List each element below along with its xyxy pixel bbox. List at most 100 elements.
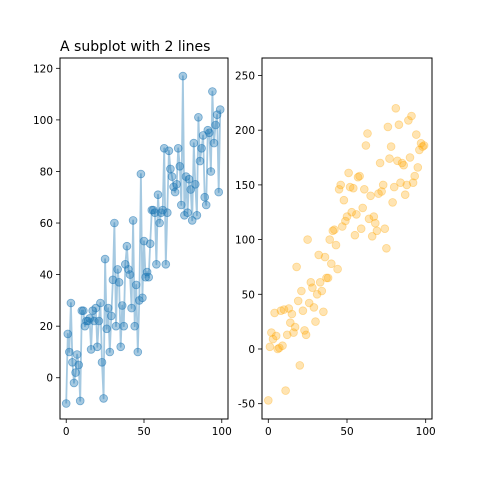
subplot-left-data-point [203, 125, 213, 135]
subplot-right-y-tick-label: 100 [235, 235, 255, 247]
subplot-left-y-tick-label: 0 [46, 373, 53, 385]
subplot-left-data-point [93, 342, 102, 352]
subplot-left-data-point [113, 265, 122, 274]
subplot-left-data-point [141, 272, 150, 282]
subplot-right-data-point [333, 264, 342, 274]
subplot-right-data-point [404, 116, 413, 125]
subplot-right-data-point [304, 298, 314, 308]
subplot-right-y-tick-label: 50 [242, 289, 255, 301]
subplot-left-data-point [183, 208, 192, 218]
subplot-right-data-point [339, 195, 349, 205]
subplot-right-data-point [292, 262, 301, 272]
subplot-left-axes: 0 50 100 0 20 40 60 80 100 120 [33, 63, 232, 438]
subplot-left-data-point [61, 399, 71, 408]
subplot-right-data-point [363, 129, 372, 138]
subplot-right-data-point [359, 185, 369, 194]
subplot-right-data-point [364, 214, 374, 224]
subplot-right-data-point [319, 307, 328, 317]
subplot-left-data-point [166, 164, 175, 174]
subplot-right-data-point [367, 232, 377, 241]
subplot-left-data-point [116, 342, 125, 352]
subplot-right-data-point [391, 104, 401, 113]
subplot-left-title: A subplot with 2 lines [60, 39, 210, 55]
subplot-left-data-point [158, 205, 168, 215]
subplot-left-data-point [159, 144, 169, 153]
subplot-right-data-point [311, 317, 320, 326]
subplot-left-data-point [192, 211, 202, 220]
subplot-right-y-tick-label: -50 [238, 399, 255, 411]
subplot-right-data-point [268, 334, 278, 344]
subplot-left-data-point [133, 347, 143, 357]
subplot-right-data-point [328, 226, 338, 236]
subplot-right-data-point [419, 141, 429, 150]
subplot-left-data-point [195, 156, 205, 166]
subplot-right-data-point [326, 259, 336, 269]
subplot-right-data-point [369, 212, 379, 221]
subplot-right-data-point [337, 222, 347, 231]
subplot-left-data-point [102, 324, 111, 334]
subplot-right-data-point [270, 308, 279, 318]
subplot-left-plot-area [61, 71, 225, 408]
subplot-right-data-point [402, 180, 412, 190]
subplot-left-y-tick-label: 120 [33, 63, 53, 75]
subplot-right-data-point [389, 182, 399, 192]
subplot-right-data-point [278, 341, 287, 351]
subplot-left-data-point [130, 321, 140, 331]
subplot-left-data-point [209, 138, 219, 148]
subplot-right-data-point [366, 191, 375, 201]
subplot-left-data-point [107, 311, 116, 321]
subplot-left-y-tick-label: 60 [40, 218, 53, 230]
subplot-left-data-point [175, 162, 185, 171]
subplot-left-data-point [94, 316, 104, 326]
subplot-left-data-point [211, 120, 220, 130]
subplot-left-data-point [117, 301, 127, 310]
subplot-left-data-point [145, 239, 155, 249]
subplot-right-data-point [356, 224, 366, 234]
subplot-right-data-point [312, 289, 322, 299]
subplot-left-data-point [111, 321, 121, 331]
subplot-right-data-point [320, 252, 330, 262]
subplot-left-data-point [215, 105, 225, 114]
subplot-right-data-point [396, 178, 405, 188]
subplot-right-data-point [306, 277, 316, 287]
subplot-left-data-point [194, 113, 203, 122]
subplot-left-data-point [72, 350, 82, 359]
subplot-right-data-point [297, 286, 306, 296]
subplot-right-data-point [276, 306, 286, 316]
subplot-left-data-point [100, 254, 110, 264]
subplot-right-data-point [295, 361, 305, 370]
subplot-right-data-point [317, 286, 327, 296]
subplot-right-data-point [322, 273, 331, 283]
subplot-right-data-point [407, 111, 416, 121]
subplot-right-data-point [265, 342, 275, 352]
subplot-right-data-point [353, 172, 363, 182]
subplot-left-data-point [164, 146, 174, 156]
subplot-right-data-point [393, 156, 402, 166]
subplot-left-data-point [75, 396, 85, 406]
subplot-left-x-tick-label: 50 [137, 426, 150, 438]
subplot-right-data-point [405, 153, 415, 162]
subplot-left-y-tick-label: 100 [33, 115, 53, 127]
subplot-left-data-point [178, 71, 188, 81]
subplot-right-data-point [370, 218, 380, 228]
subplot-left-data-point [208, 87, 217, 96]
subplot-left-data-point [138, 293, 147, 303]
subplot-left-data-point [153, 190, 163, 200]
subplot-right-data-point [347, 207, 357, 217]
subplot-left-data-point [205, 128, 214, 138]
subplot-right-data-point [378, 180, 388, 190]
subplot-left-data-point [142, 267, 152, 277]
subplot-left-data-point [125, 270, 135, 279]
subplot-right-axes: 0 50 100 -50 0 50 100 150 200 250 [235, 71, 436, 438]
subplot-right-data-point [303, 235, 312, 244]
subplot-right-y-tick-label: 200 [235, 125, 255, 137]
subplot-right-data-point [271, 331, 281, 341]
subplot-right-data-point [287, 309, 297, 319]
subplot-right-data-point [386, 142, 396, 151]
subplot-left-data-point [71, 368, 80, 377]
subplot-right-data-point [399, 160, 409, 170]
subplot-left-data-point [170, 187, 180, 197]
subplot-right-data-point [352, 210, 361, 219]
subplot-left-data-point [79, 306, 88, 316]
